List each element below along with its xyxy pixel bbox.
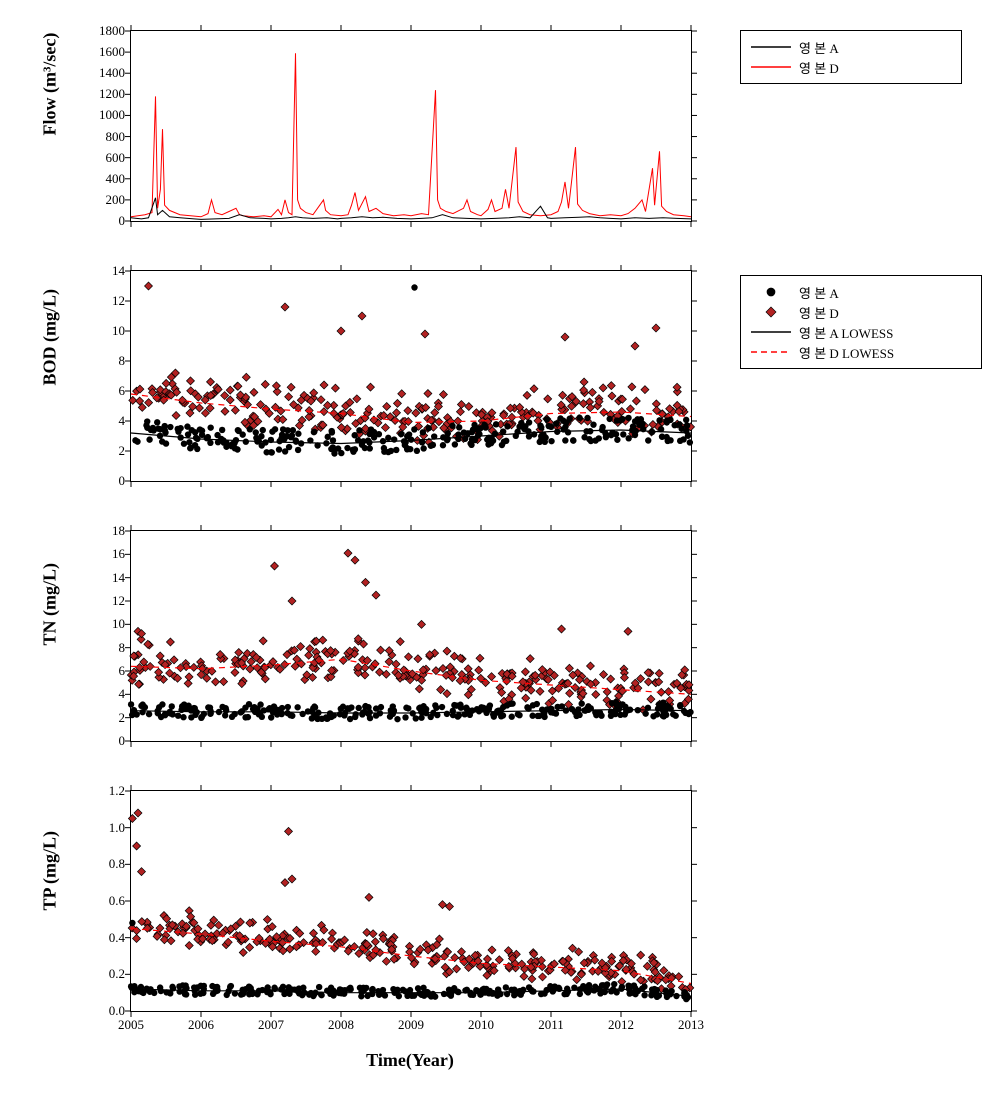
legend-label: 영 본 A LOWESS [799, 323, 893, 342]
ylabel-tn: TN (mg/L) [40, 626, 61, 646]
ytick-label: 0.2 [109, 966, 125, 982]
ytick-label: 8 [119, 353, 126, 369]
ytick-label: 0.8 [109, 856, 125, 872]
legend-label: 영 본 D [799, 303, 839, 322]
legend-item: 영 본 D [751, 57, 951, 77]
ytick-label: 400 [106, 171, 126, 187]
ytick-label: 1400 [99, 65, 125, 81]
ytick-label: 2 [119, 443, 126, 459]
legend-label: 영 본 D LOWESS [799, 343, 894, 362]
panel-bod: 02468101214 [130, 270, 692, 482]
ytick-label: 0 [119, 213, 126, 229]
ytick-label: 14 [112, 263, 125, 279]
ytick-label: 2 [119, 710, 126, 726]
ytick-label: 600 [106, 150, 126, 166]
ytick-label: 0 [119, 733, 126, 749]
legend-swatch [751, 325, 791, 339]
xtick-label: 2012 [608, 1017, 634, 1033]
ylabel-flow: Flow (m³/sec) [40, 116, 61, 136]
ytick-label: 0.6 [109, 893, 125, 909]
legend-item: 영 본 A [751, 282, 971, 302]
legend-flow: 영 본 A영 본 D [740, 30, 962, 84]
legend-swatch [751, 345, 791, 359]
legend-swatch [751, 60, 791, 74]
ytick-label: 0 [119, 473, 126, 489]
ylabel-tp: TP (mg/L) [40, 891, 61, 911]
xtick-label: 2007 [258, 1017, 284, 1033]
ytick-label: 1.0 [109, 820, 125, 836]
ytick-label: 14 [112, 570, 125, 586]
ytick-label: 200 [106, 192, 126, 208]
ytick-label: 6 [119, 663, 126, 679]
xtick-label: 2005 [118, 1017, 144, 1033]
figure: 영 본 A영 본 D 영 본 A영 본 D영 본 A LOWESS영 본 D L… [20, 20, 984, 1093]
ylabel-bod: BOD (mg/L) [40, 366, 61, 386]
ytick-label: 6 [119, 383, 126, 399]
xtick-label: 2006 [188, 1017, 214, 1033]
ytick-label: 1200 [99, 86, 125, 102]
ytick-label: 10 [112, 323, 125, 339]
legend-label: 영 본 A [799, 283, 839, 302]
legend-item: 영 본 D [751, 302, 971, 322]
legend-swatch [751, 40, 791, 54]
ytick-label: 12 [112, 593, 125, 609]
xtick-label: 2009 [398, 1017, 424, 1033]
legend-scatter: 영 본 A영 본 D영 본 A LOWESS영 본 D LOWESS [740, 275, 982, 369]
ytick-label: 8 [119, 640, 126, 656]
ytick-label: 12 [112, 293, 125, 309]
ytick-label: 0.4 [109, 930, 125, 946]
ytick-label: 10 [112, 616, 125, 632]
legend-swatch [751, 305, 791, 319]
ytick-label: 16 [112, 546, 125, 562]
ytick-label: 4 [119, 413, 126, 429]
legend-swatch [751, 285, 791, 299]
ytick-label: 1.2 [109, 783, 125, 799]
panel-tn: 024681012141618 [130, 530, 692, 742]
xtick-label: 2010 [468, 1017, 494, 1033]
ytick-label: 800 [106, 129, 126, 145]
xlabel: Time(Year) [350, 1050, 470, 1071]
legend-item: 영 본 D LOWESS [751, 342, 971, 362]
ytick-label: 1600 [99, 44, 125, 60]
legend-item: 영 본 A LOWESS [751, 322, 971, 342]
panel-tp: 0.00.20.40.60.81.01.22005200620072008200… [130, 790, 692, 1012]
xtick-label: 2011 [538, 1017, 564, 1033]
ytick-label: 4 [119, 686, 126, 702]
legend-label: 영 본 D [799, 58, 839, 77]
panel-flow: 020040060080010001200140016001800 [130, 30, 692, 222]
legend-item: 영 본 A [751, 37, 951, 57]
ytick-label: 1800 [99, 23, 125, 39]
ytick-label: 1000 [99, 107, 125, 123]
xtick-label: 2013 [678, 1017, 704, 1033]
legend-label: 영 본 A [799, 38, 839, 57]
ytick-label: 18 [112, 523, 125, 539]
xtick-label: 2008 [328, 1017, 354, 1033]
